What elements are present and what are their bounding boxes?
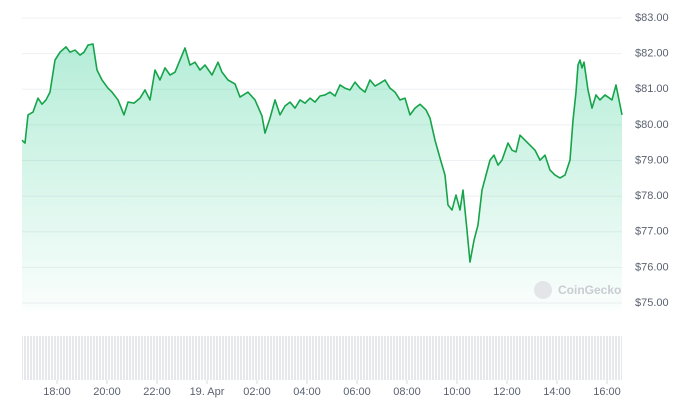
x-tick-label: 10:00 [443, 386, 471, 398]
axes: $83.00 $82.00 $81.00 $80.00 $79.00 $78.00 $77.… [43, 12, 668, 398]
watermark: CoinGecko [534, 281, 621, 299]
y-tick-label: $82.00 [635, 48, 669, 60]
price-line [21, 43, 623, 263]
x-tick-label: 20:00 [93, 386, 121, 398]
x-tick-label: 12:00 [493, 386, 521, 398]
x-tick-label: 22:00 [143, 386, 171, 398]
x-tick-label: 06:00 [343, 386, 371, 398]
price-area [22, 44, 622, 311]
x-tick-label: 19. Apr [190, 386, 225, 398]
x-tick-label: 04:00 [293, 386, 321, 398]
y-tick-label: $77.00 [635, 226, 669, 238]
x-tick-label: 18:00 [43, 386, 71, 398]
y-tick-label: $75.00 [635, 297, 669, 309]
y-tick-label: $78.00 [635, 190, 669, 202]
y-tick-label: $79.00 [635, 154, 669, 166]
x-tick-label: 08:00 [393, 386, 421, 398]
y-tick-label: $83.00 [635, 12, 669, 24]
y-tick-label: $76.00 [635, 261, 669, 273]
x-tick-label: 14:00 [543, 386, 571, 398]
watermark-text: CoinGecko [558, 283, 621, 297]
x-tick-label: 02:00 [243, 386, 271, 398]
volume-bars [22, 336, 622, 380]
y-tick-label: $81.00 [635, 83, 669, 95]
x-tick-label: 16:00 [593, 386, 621, 398]
y-tick-label: $80.00 [635, 119, 669, 131]
plot [21, 43, 623, 311]
